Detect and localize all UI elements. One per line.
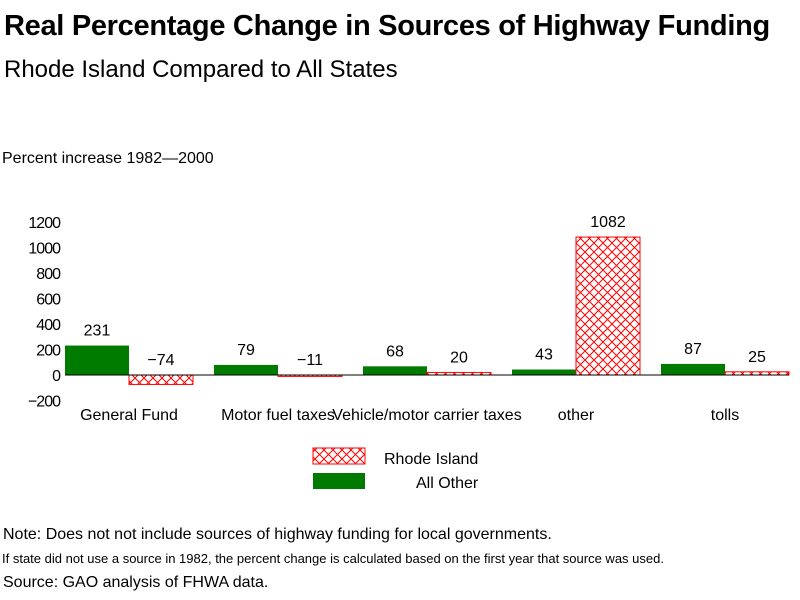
bar-value-label: 231 bbox=[84, 323, 111, 340]
y-tick-label: 0 bbox=[52, 368, 61, 385]
y-tick-label: 1000 bbox=[28, 241, 61, 258]
bar-all-other-0 bbox=[65, 345, 129, 375]
legend-label-rhode-island: Rhode Island bbox=[384, 451, 478, 468]
x-tick-label: Motor fuel taxes bbox=[221, 407, 335, 424]
chart-title: Real Percentage Change in Sources of Hig… bbox=[4, 10, 770, 42]
bar-value-label: −11 bbox=[297, 352, 323, 369]
bar-value-label: 87 bbox=[684, 341, 702, 358]
bar-value-labels: 231 −74 79 −11 68 20 43 1082 87 25 bbox=[84, 214, 766, 369]
legend: Rhode Island All Other bbox=[312, 447, 479, 492]
source-text: Source: GAO analysis of FHWA data. bbox=[3, 574, 269, 591]
y-tick-label: 1200 bbox=[28, 215, 61, 232]
bar-rhode-island-3 bbox=[575, 236, 641, 376]
x-tick-label: other bbox=[558, 407, 595, 424]
bar-all-other-1 bbox=[214, 364, 278, 375]
y-axis-ticks: 1200 1000 800 600 400 200 0 −200 bbox=[28, 215, 62, 411]
x-tick-label: General Fund bbox=[80, 407, 178, 424]
bar-rhode-island-0 bbox=[128, 374, 194, 385]
x-axis-labels: General Fund Motor fuel taxesVehicle/moto… bbox=[80, 407, 739, 424]
note-text: Note: Does not not include sources of hi… bbox=[3, 526, 552, 543]
y-axis-label: Percent increase 1982—2000 bbox=[2, 150, 214, 167]
legend-swatch-all-other bbox=[313, 473, 365, 489]
legend-swatch-rhode-island bbox=[312, 447, 366, 465]
y-tick-label: −200 bbox=[28, 394, 61, 411]
y-tick-label: 600 bbox=[36, 292, 61, 309]
y-tick-label: 400 bbox=[36, 317, 61, 334]
x-tick-label: tolls bbox=[711, 407, 739, 424]
bar-value-label: 1082 bbox=[590, 214, 626, 231]
bar-all-other-4 bbox=[661, 363, 725, 375]
legend-label-all-other: All Other bbox=[416, 475, 479, 492]
y-tick-label: 800 bbox=[36, 266, 61, 283]
chart-subtitle: Rhode Island Compared to All States bbox=[4, 56, 398, 83]
bar-value-label: 68 bbox=[386, 343, 404, 360]
x-tick-label: Vehicle/motor carrier taxes bbox=[332, 407, 521, 424]
bar-value-label: 79 bbox=[237, 342, 255, 359]
y-tick-label: 200 bbox=[36, 343, 61, 360]
bar-value-label: 43 bbox=[535, 347, 553, 364]
note-detail-text: If state did not use a source in 1982, t… bbox=[2, 551, 664, 566]
bar-all-other-2 bbox=[363, 366, 427, 375]
bar-all-other-3 bbox=[512, 369, 576, 375]
bar-value-label: −74 bbox=[147, 352, 174, 369]
bar-value-label: 20 bbox=[450, 349, 468, 366]
bar-value-label: 25 bbox=[748, 349, 766, 366]
